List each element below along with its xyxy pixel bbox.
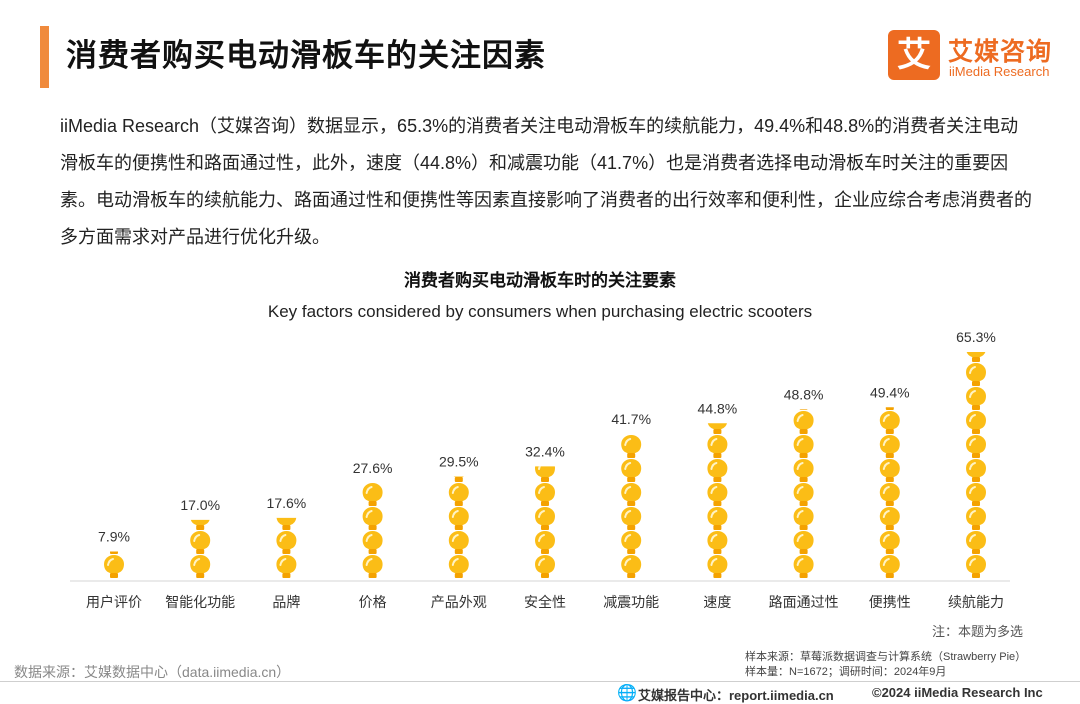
sample-size: 样本量：N=1672；调研时间：2024年9月 (745, 666, 947, 678)
category-label: 智能化功能 (165, 594, 235, 610)
value-label: 17.0% (180, 497, 220, 513)
brand-mark-glyph: 艾 (897, 36, 931, 74)
title-accent-bar (40, 26, 49, 88)
category-label: 用户评价 (86, 594, 142, 610)
value-label: 32.4% (525, 443, 565, 459)
globe-icon: 🌐 (617, 685, 637, 702)
bar-用户评价 (104, 551, 124, 578)
category-label: 便携性 (869, 594, 911, 610)
brand-name-cn: 艾媒咨询 (948, 38, 1053, 66)
value-label: 17.6% (267, 495, 307, 511)
category-label: 速度 (703, 594, 731, 610)
category-label: 品牌 (272, 594, 300, 610)
value-label: 48.8% (784, 386, 824, 402)
category-label: 减震功能 (603, 594, 659, 610)
chart-bars (104, 352, 986, 578)
bar-路面通过性 (793, 409, 814, 578)
bar-智能化功能 (190, 519, 211, 578)
category-label: 续航能力 (948, 594, 1004, 610)
value-label: 29.5% (439, 453, 479, 469)
sample-source: 样本来源：草莓派数据调查与计算系统（Strawberry Pie） (745, 651, 1027, 663)
data-source: 数据来源：艾媒数据中心（data.iimedia.cn） (14, 664, 291, 680)
bar-价格 (362, 483, 383, 578)
category-label: 安全性 (524, 594, 566, 610)
value-label: 49.4% (870, 384, 910, 400)
value-label: 44.8% (698, 400, 738, 416)
bar-续航能力 (966, 352, 986, 578)
bar-速度 (707, 423, 728, 578)
brand-mark (888, 30, 940, 80)
chart-labels: 7.9% 用户评价 17.0% 智能化功能 17.6% 品牌 27.6% 价格 29.5% 产品外… (86, 329, 1004, 610)
value-label: 41.7% (611, 411, 651, 427)
value-label: 27.6% (353, 460, 393, 476)
bar-安全性 (535, 466, 555, 578)
brand-logo[interactable]: 艾 艾媒咨询 iiMedia Research (888, 28, 1068, 84)
category-label: 路面通过性 (769, 594, 839, 610)
bar-品牌 (276, 517, 297, 578)
value-label: 65.3% (956, 329, 996, 345)
intro-paragraph: iiMedia Research（艾媒咨询）数据显示，65.3%的消费者关注电动… (60, 116, 1032, 247)
category-label: 价格 (359, 594, 387, 610)
category-label: 产品外观 (431, 594, 487, 610)
bar-产品外观 (448, 476, 469, 578)
brand-name-en: iiMedia Research (949, 64, 1050, 79)
copyright: ©2024 iiMedia Research Inc (872, 685, 1043, 700)
footer-divider (0, 681, 1080, 682)
value-label: 7.9% (98, 529, 130, 545)
report-center-link[interactable]: 艾媒报告中心：report.iimedia.cn (638, 688, 834, 703)
chart-subtitle: Key factors considered by consumers when… (267, 302, 813, 321)
chart-title: 消费者购买电动滑板车时的关注要素 (404, 271, 676, 290)
bar-减震功能 (621, 435, 642, 578)
bar-便携性 (879, 407, 900, 578)
page-title: 消费者购买电动滑板车的关注因素 (66, 38, 546, 73)
chart-note: 注：本题为多选 (932, 624, 1024, 639)
